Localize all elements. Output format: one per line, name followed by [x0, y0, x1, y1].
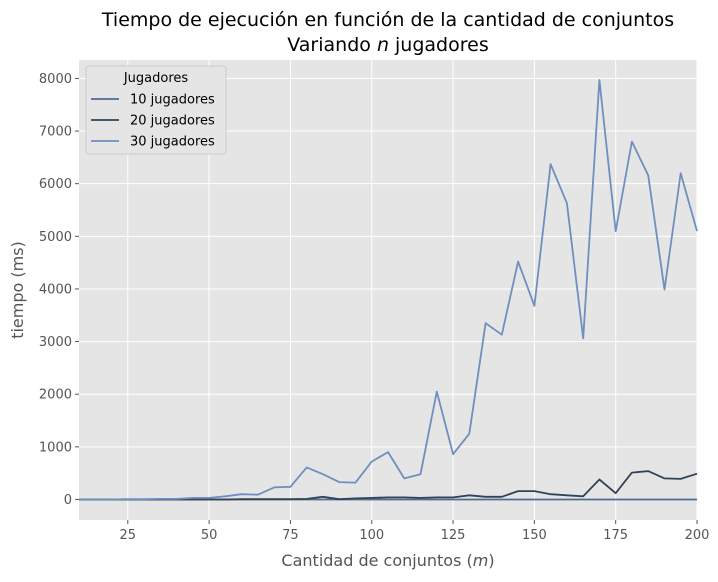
y-tick-label: 5000	[39, 230, 72, 245]
x-tick-labels: 25 50 75 100 125 150 175 200	[120, 520, 710, 543]
x-tick-label: 200	[685, 528, 710, 543]
y-tick-labels: 0 1000 2000 3000 4000 5000 6000 7000 8000	[39, 72, 79, 508]
x-axis-label: Cantidad de conjuntos (m)	[281, 551, 494, 570]
legend-items: 10 jugadores 20 jugadores 30 jugadores	[91, 93, 215, 150]
x-tick-label: 50	[201, 528, 218, 543]
series-layer	[79, 79, 698, 501]
y-tick-label: 1000	[39, 440, 72, 455]
series-line-3	[79, 79, 698, 501]
y-tick-label: 6000	[39, 177, 72, 192]
legend-label: 10 jugadores	[130, 93, 215, 108]
y-tick-label: 2000	[39, 388, 72, 403]
y-axis-label: tiempo (ms)	[8, 241, 27, 339]
x-tick-label: 175	[603, 528, 628, 543]
x-tick-label: 125	[441, 528, 466, 543]
x-tick-label: 150	[522, 528, 547, 543]
y-tick-label: 0	[64, 493, 72, 508]
x-tick-label: 75	[282, 528, 299, 543]
chart-title-line1: Tiempo de ejecución en función de la can…	[101, 9, 674, 31]
y-tick-label: 8000	[39, 72, 72, 87]
y-tick-label: 3000	[39, 335, 72, 350]
x-tick-label: 100	[359, 528, 384, 543]
legend-label: 30 jugadores	[130, 135, 215, 150]
chart-title-line2: Variando n jugadores	[287, 34, 488, 56]
x-tick-label: 25	[120, 528, 137, 543]
legend: Jugadores 10 jugadores 20 jugadores 30 jug…	[85, 65, 227, 155]
y-tick-label: 4000	[39, 282, 72, 297]
legend-title: Jugadores	[123, 71, 189, 86]
legend-box	[85, 65, 227, 155]
series-line-2	[79, 470, 698, 501]
legend-label: 20 jugadores	[130, 114, 215, 129]
y-tick-label: 7000	[39, 125, 72, 140]
